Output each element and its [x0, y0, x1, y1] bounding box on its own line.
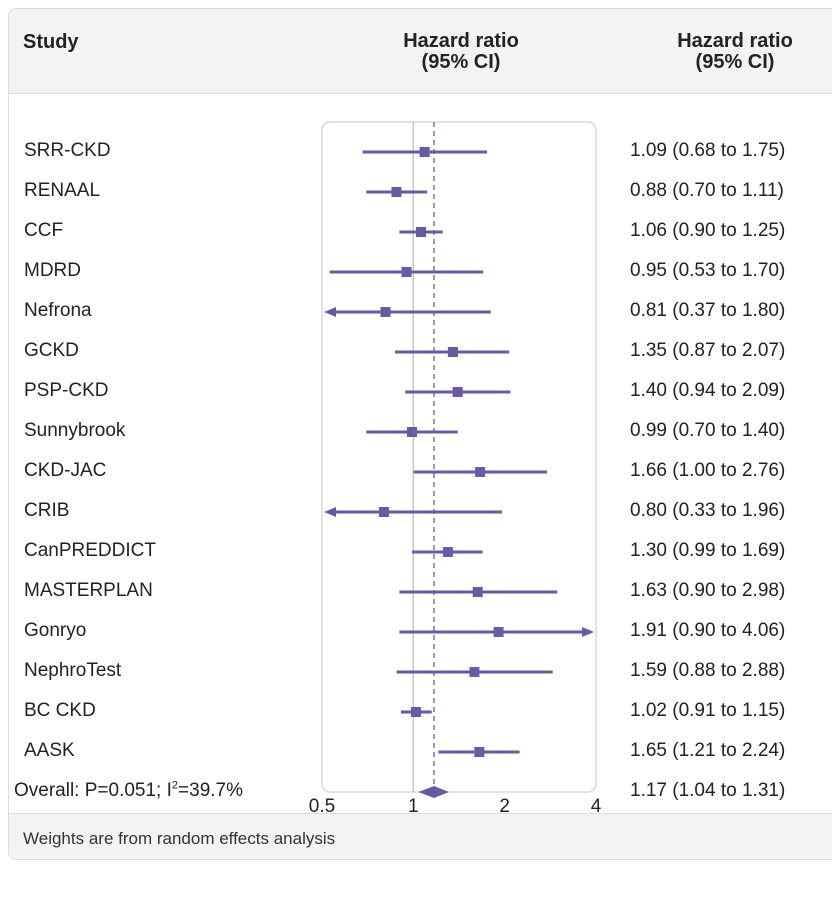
study-name: Gonryo [24, 620, 87, 641]
overall-label-suffix: =39.7% [178, 780, 244, 801]
x-tick-label: 0.5 [308, 796, 336, 817]
study-name: RENAAL [24, 180, 101, 201]
study-estimate: 1.02 (0.91 to 1.15) [630, 700, 786, 721]
point-estimate-square [493, 627, 504, 637]
point-estimate-square [469, 667, 480, 677]
study-name: CanPREDDICT [24, 540, 156, 561]
study-name: GCKD [24, 340, 79, 361]
study-name: BC CKD [24, 700, 96, 721]
point-estimate-square [391, 187, 402, 197]
study-estimate: 0.88 (0.70 to 1.11) [630, 180, 784, 201]
overall-estimate-diamond [418, 786, 449, 798]
ci-truncation-arrow-right [582, 627, 594, 637]
estimate-column-header: Hazard ratio (95% CI) [645, 31, 825, 73]
study-name: SRR-CKD [24, 140, 111, 161]
point-estimate-square [416, 227, 427, 237]
point-estimate-square [475, 467, 486, 477]
point-estimate-square [378, 507, 389, 517]
study-estimate: 1.63 (0.90 to 2.98) [630, 580, 786, 601]
plot-column-header-line1: Hazard ratio [403, 30, 519, 52]
study-name: AASK [24, 740, 75, 761]
overall-label: Overall: P=0.051; I2=39.7% [14, 779, 243, 803]
point-estimate-square [410, 707, 421, 717]
overall-label-superscript: 2 [171, 779, 179, 792]
study-name: Sunnybrook [24, 420, 126, 441]
study-estimate: 0.99 (0.70 to 1.40) [630, 420, 786, 441]
study-estimate: 1.59 (0.88 to 2.88) [630, 660, 786, 681]
study-column-header: Study [23, 31, 79, 53]
study-name: CCF [24, 220, 64, 241]
overall-estimate: 1.17 (1.04 to 1.31) [630, 780, 786, 801]
study-estimate: 0.95 (0.53 to 1.70) [630, 260, 786, 281]
study-name: CRIB [24, 500, 70, 521]
point-estimate-square [472, 587, 483, 597]
ci-truncation-arrow-left [324, 307, 336, 317]
study-name: CKD-JAC [24, 460, 107, 481]
footnote: Weights are from random effects analysis [23, 829, 336, 848]
study-estimate: 1.91 (0.90 to 4.06) [630, 620, 786, 641]
study-estimate: 1.40 (0.94 to 2.09) [630, 380, 786, 401]
point-estimate-square [474, 747, 485, 757]
plot-column-header: Hazard ratio (95% CI) [371, 31, 551, 73]
point-estimate-square [407, 427, 418, 437]
estimate-column-header-line1: Hazard ratio [677, 30, 793, 52]
study-estimate: 1.35 (0.87 to 2.07) [630, 340, 786, 361]
footer: Weights are from random effects analysis [9, 813, 832, 859]
study-name: NephroTest [24, 660, 122, 681]
point-estimate-square [380, 307, 391, 317]
point-estimate-square [442, 547, 453, 557]
overall-label-prefix: Overall: P=0.051; I [14, 780, 172, 801]
point-estimate-square [401, 267, 412, 277]
x-tick-label: 2 [499, 796, 510, 817]
table-header: Study Hazard ratio (95% CI) Hazard ratio… [9, 9, 832, 94]
study-estimate: 0.80 (0.33 to 1.96) [630, 500, 786, 521]
point-estimate-square [447, 347, 458, 357]
study-estimate: 1.06 (0.90 to 1.25) [630, 220, 786, 241]
x-tick-label: 1 [408, 796, 419, 817]
study-estimate: 1.30 (0.99 to 1.69) [630, 540, 786, 561]
point-estimate-square [419, 147, 430, 157]
study-name: PSP-CKD [24, 380, 109, 401]
plot-area-frame [321, 121, 597, 793]
ci-truncation-arrow-left [324, 507, 336, 517]
estimate-column-header-line2: (95% CI) [695, 51, 775, 73]
x-tick-label: 4 [590, 796, 602, 817]
study-name: MASTERPLAN [24, 580, 153, 601]
plot-column-header-line2: (95% CI) [421, 51, 501, 73]
point-estimate-square [452, 387, 463, 397]
study-name: MDRD [24, 260, 81, 281]
study-name: Nefrona [24, 300, 92, 321]
study-estimate: 1.65 (1.21 to 2.24) [630, 740, 786, 761]
study-estimate: 1.09 (0.68 to 1.75) [630, 140, 786, 161]
study-estimate: 0.81 (0.37 to 1.80) [630, 300, 786, 321]
study-estimate: 1.66 (1.00 to 2.76) [630, 460, 786, 481]
